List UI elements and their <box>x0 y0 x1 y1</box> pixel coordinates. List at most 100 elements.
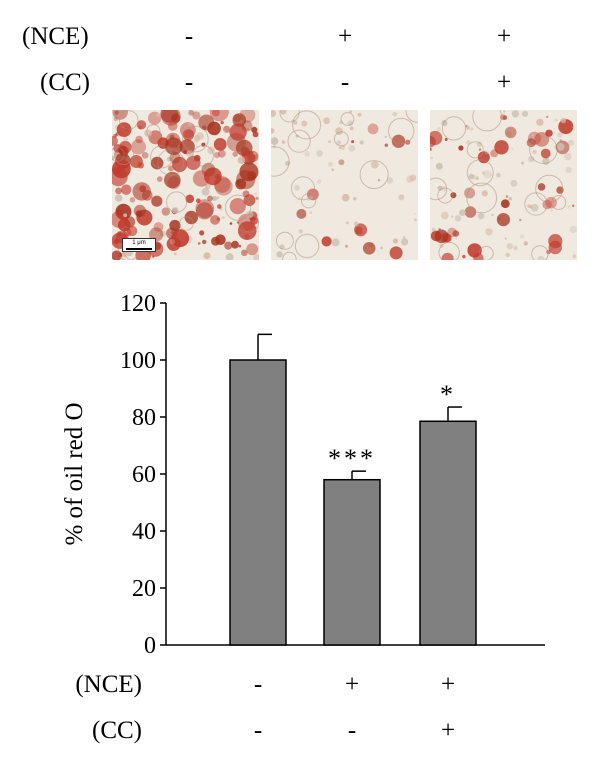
micrograph-cell <box>300 193 317 209</box>
micrograph-stain <box>351 140 355 144</box>
micrograph-cell <box>112 147 125 162</box>
micrograph-cell <box>279 110 300 123</box>
micrograph-cell <box>359 160 389 190</box>
micrograph-stain <box>316 179 322 184</box>
micrograph-stain <box>380 246 383 250</box>
micrograph-stain <box>113 116 119 122</box>
micrograph-cell <box>146 124 161 139</box>
micrograph-stain <box>455 237 458 240</box>
micrograph-stain <box>431 227 436 232</box>
micrograph-stain <box>441 186 447 192</box>
micrograph-stain <box>450 192 457 199</box>
micrograph-stain <box>150 156 164 170</box>
micrograph-stain <box>253 152 256 155</box>
micrograph-stain <box>217 239 221 242</box>
micrograph-1 <box>112 110 259 260</box>
micrograph-stain <box>241 120 253 132</box>
micrograph-stain <box>572 204 575 207</box>
micrograph-stain <box>430 156 433 160</box>
micrograph-stain <box>338 146 342 150</box>
micrograph-stain <box>568 139 575 146</box>
micrograph-stain <box>204 183 211 190</box>
micrograph-cell <box>441 116 467 141</box>
micrograph-stain <box>550 209 553 212</box>
bottom-condition-sign: - <box>254 671 262 698</box>
micrograph-stain <box>232 151 238 157</box>
micrograph-stain <box>241 150 256 165</box>
y-tick-label: 60 <box>132 462 156 488</box>
micrograph-stain <box>133 204 146 217</box>
bar-1 <box>229 359 287 646</box>
bottom-condition-sign: - <box>254 717 262 744</box>
micrograph-stain <box>171 113 181 123</box>
top-nce-sign-1: - <box>184 23 194 50</box>
micrograph-stain <box>165 137 183 156</box>
micrograph-cell <box>551 195 567 210</box>
micrograph-stain <box>207 146 216 155</box>
micrograph-stain <box>112 159 131 179</box>
micrograph-stain <box>192 170 210 187</box>
micrograph-stain <box>185 194 195 204</box>
micrograph-stain <box>293 120 298 125</box>
micrograph-cell <box>192 145 214 167</box>
micrograph-stain <box>241 249 248 257</box>
micrograph-stain <box>402 235 406 239</box>
y-tick-label: 20 <box>132 576 156 602</box>
micrograph-stain <box>491 214 494 217</box>
micrograph-stain <box>496 213 510 227</box>
micrograph-stain <box>212 196 217 201</box>
micrograph-stain <box>447 227 457 238</box>
micrograph-stain <box>225 253 234 260</box>
micrograph-stain <box>504 126 517 139</box>
micrograph-cell <box>388 117 415 145</box>
micrograph-stain <box>251 126 258 133</box>
micrograph-stain <box>136 120 147 130</box>
micrograph-stain <box>211 236 220 246</box>
micrograph-stain <box>196 132 204 140</box>
micrograph-stain <box>511 147 514 150</box>
micrograph-stain <box>213 176 231 193</box>
micrograph-cell <box>282 251 297 260</box>
micrograph-cell <box>524 192 548 216</box>
micrograph-stain <box>164 171 181 189</box>
micrograph-stain <box>112 250 122 260</box>
micrograph-stain <box>503 110 506 113</box>
significance-annotation: * <box>440 380 456 409</box>
micrograph-stain <box>243 194 256 207</box>
bar-2 <box>323 478 381 646</box>
micrograph-stain <box>211 110 220 117</box>
scale-bar-label: 1 μm <box>132 240 146 246</box>
micrograph-stain <box>123 136 129 142</box>
micrograph-stain <box>510 179 518 187</box>
micrograph-stain <box>345 244 348 248</box>
micrograph-stain <box>156 176 163 182</box>
micrograph-stain <box>296 208 307 219</box>
micrograph-cell <box>287 129 311 153</box>
micrograph-stain <box>137 162 144 169</box>
micrograph-stain <box>255 196 259 200</box>
micrograph-stain <box>237 156 245 164</box>
micrograph-stain <box>253 254 259 260</box>
micrograph-stain <box>112 110 128 120</box>
micrograph-stain <box>201 187 210 196</box>
micrograph-stain <box>557 132 563 138</box>
micrograph-stain <box>505 195 509 198</box>
micrograph-cell <box>405 110 418 123</box>
bottom-condition-sign: + <box>441 671 455 698</box>
micrograph-stain <box>239 162 259 182</box>
micrograph-stain <box>482 171 486 175</box>
micrograph-stain <box>572 254 577 259</box>
top-cc-sign-2: - <box>340 69 350 96</box>
micrograph-stain <box>537 255 545 260</box>
micrograph-stain <box>506 243 513 250</box>
micrograph-cell <box>292 110 322 140</box>
micrograph-stain <box>254 192 257 196</box>
micrograph-cell <box>531 245 549 260</box>
micrograph-stain <box>409 174 417 182</box>
micrograph-3 <box>430 110 577 260</box>
micrograph-stain <box>476 141 483 147</box>
micrograph-stain <box>406 175 414 183</box>
micrograph-stain <box>116 154 120 157</box>
micrograph-stain <box>135 135 143 144</box>
